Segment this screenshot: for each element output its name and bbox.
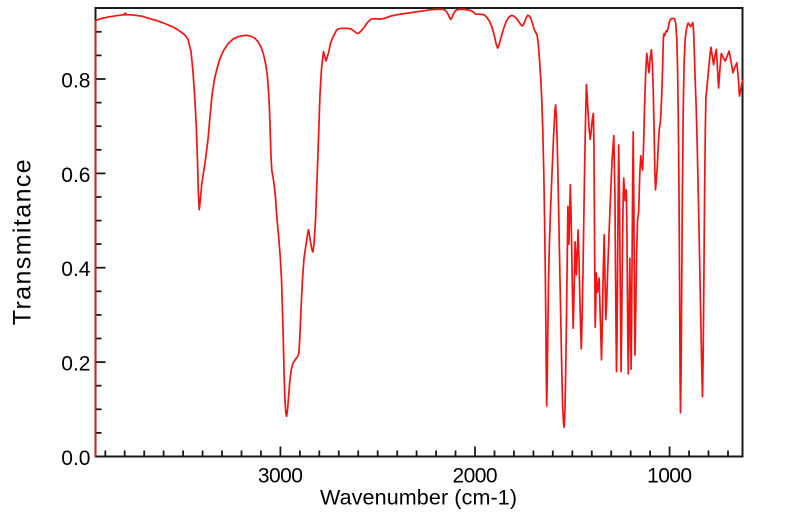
svg-text:Wavenumber (cm-1): Wavenumber (cm-1) <box>320 486 517 510</box>
svg-text:0.6: 0.6 <box>61 164 90 187</box>
svg-text:0.0: 0.0 <box>61 447 90 470</box>
svg-text:0.2: 0.2 <box>61 353 90 376</box>
svg-text:2000: 2000 <box>453 464 498 487</box>
svg-text:1000: 1000 <box>647 464 692 487</box>
svg-text:Transmitance: Transmitance <box>9 159 37 325</box>
svg-text:0.8: 0.8 <box>61 69 90 92</box>
svg-text:3000: 3000 <box>258 464 303 487</box>
svg-text:0.4: 0.4 <box>61 258 91 281</box>
